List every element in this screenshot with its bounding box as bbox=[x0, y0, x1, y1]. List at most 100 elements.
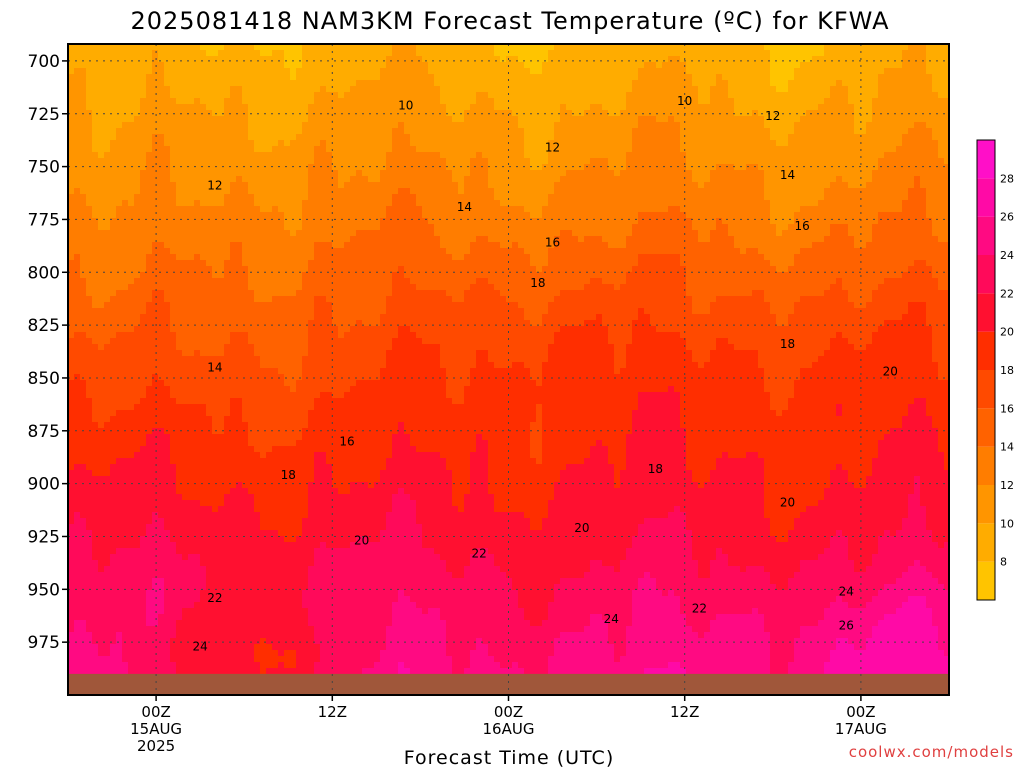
field-cell bbox=[158, 272, 165, 279]
field-cell bbox=[170, 536, 177, 543]
field-cell bbox=[92, 386, 99, 393]
field-cell bbox=[266, 476, 273, 483]
field-cell bbox=[218, 560, 225, 567]
field-cell bbox=[266, 494, 273, 501]
field-cell bbox=[326, 242, 333, 249]
field-cell bbox=[92, 236, 99, 243]
field-cell bbox=[164, 434, 171, 441]
field-cell bbox=[164, 662, 171, 669]
field-cell bbox=[152, 584, 159, 591]
field-cell bbox=[326, 356, 333, 363]
field-cell bbox=[326, 212, 333, 219]
field-cell bbox=[212, 236, 219, 243]
field-cell bbox=[146, 188, 153, 195]
field-cell bbox=[290, 524, 297, 531]
field-cell bbox=[200, 326, 207, 333]
field-cell bbox=[260, 218, 267, 225]
field-cell bbox=[296, 650, 303, 657]
field-cell bbox=[224, 422, 231, 429]
field-cell bbox=[128, 488, 135, 495]
field-cell bbox=[158, 482, 165, 489]
field-cell bbox=[170, 506, 177, 513]
field-cell bbox=[92, 230, 99, 237]
field-cell bbox=[68, 248, 75, 255]
field-cell bbox=[176, 164, 183, 171]
field-cell bbox=[344, 140, 351, 147]
field-cell bbox=[302, 416, 309, 423]
field-cell bbox=[332, 44, 339, 51]
field-cell bbox=[290, 224, 297, 231]
field-cell bbox=[140, 86, 147, 93]
field-cell bbox=[98, 224, 105, 231]
field-cell bbox=[68, 62, 75, 69]
field-cell bbox=[128, 308, 135, 315]
field-cell bbox=[110, 68, 117, 75]
field-cell bbox=[146, 548, 153, 555]
field-cell bbox=[68, 404, 75, 411]
field-cell bbox=[74, 392, 81, 399]
field-cell bbox=[314, 434, 321, 441]
field-cell bbox=[98, 638, 105, 645]
field-cell bbox=[254, 314, 261, 321]
field-cell bbox=[164, 158, 171, 165]
field-cell bbox=[308, 656, 315, 663]
field-cell bbox=[158, 638, 165, 645]
field-cell bbox=[272, 458, 279, 465]
field-cell bbox=[146, 140, 153, 147]
field-cell bbox=[296, 296, 303, 303]
field-cell bbox=[146, 566, 153, 573]
field-cell bbox=[212, 134, 219, 141]
field-cell bbox=[206, 434, 213, 441]
field-cell bbox=[170, 458, 177, 465]
field-cell bbox=[152, 590, 159, 597]
field-cell bbox=[110, 374, 117, 381]
field-cell bbox=[92, 530, 99, 537]
field-cell bbox=[314, 356, 321, 363]
field-cell bbox=[344, 404, 351, 411]
field-cell bbox=[146, 578, 153, 585]
field-cell bbox=[146, 440, 153, 447]
field-cell bbox=[194, 482, 201, 489]
field-cell bbox=[176, 470, 183, 477]
field-cell bbox=[242, 656, 249, 663]
field-cell bbox=[86, 536, 93, 543]
field-cell bbox=[164, 302, 171, 309]
field-cell bbox=[116, 200, 123, 207]
field-cell bbox=[92, 644, 99, 651]
field-cell bbox=[236, 452, 243, 459]
field-cell bbox=[266, 416, 273, 423]
field-cell bbox=[116, 92, 123, 99]
field-cell bbox=[80, 542, 87, 549]
field-cell bbox=[68, 140, 75, 147]
field-cell bbox=[128, 584, 135, 591]
field-cell bbox=[128, 164, 135, 171]
field-cell bbox=[338, 92, 345, 99]
field-cell bbox=[284, 536, 291, 543]
field-cell bbox=[200, 200, 207, 207]
field-cell bbox=[152, 68, 159, 75]
field-cell bbox=[302, 146, 309, 153]
field-cell bbox=[344, 182, 351, 189]
field-cell bbox=[338, 74, 345, 81]
field-cell bbox=[260, 446, 267, 453]
field-cell bbox=[86, 584, 93, 591]
field-cell bbox=[122, 272, 129, 279]
field-cell bbox=[314, 488, 321, 495]
field-cell bbox=[218, 536, 225, 543]
field-cell bbox=[164, 272, 171, 279]
field-cell bbox=[260, 662, 267, 669]
field-cell bbox=[308, 590, 315, 597]
field-cell bbox=[254, 440, 261, 447]
field-cell bbox=[290, 56, 297, 63]
field-cell bbox=[200, 410, 207, 417]
field-cell bbox=[326, 470, 333, 477]
field-cell bbox=[74, 200, 81, 207]
field-cell bbox=[224, 668, 231, 675]
field-cell bbox=[176, 260, 183, 267]
field-cell bbox=[218, 134, 225, 141]
field-cell bbox=[296, 608, 303, 615]
field-cell bbox=[200, 224, 207, 231]
field-cell bbox=[200, 494, 207, 501]
field-cell bbox=[314, 122, 321, 129]
field-cell bbox=[116, 572, 123, 579]
